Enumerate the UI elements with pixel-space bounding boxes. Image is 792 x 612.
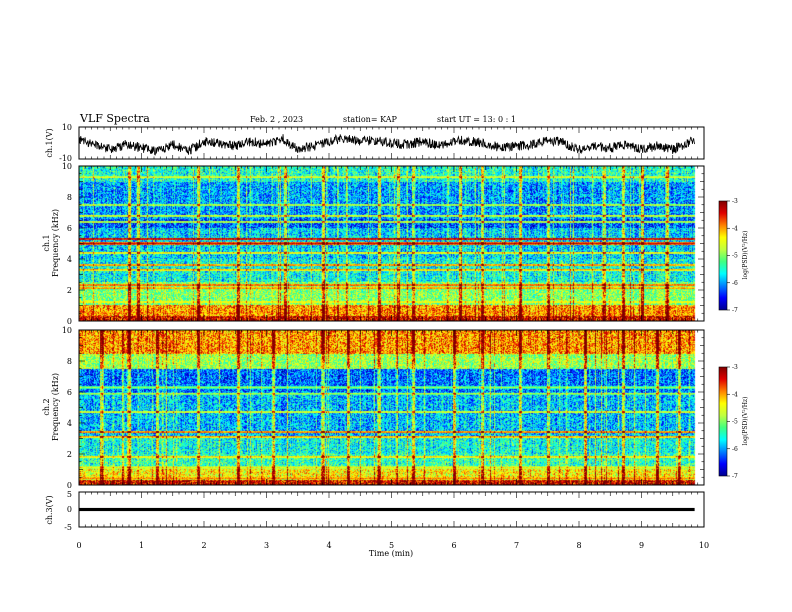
colorbar-tick-label: -5 xyxy=(732,253,738,260)
ch1-colorbar-ticks: -3 -4 -5 -6 -7 xyxy=(727,198,738,314)
colorbar-tick-label: -3 xyxy=(732,198,738,205)
freq-tick-label: 0 xyxy=(67,317,72,326)
freq-tick-label: 10 xyxy=(62,326,72,335)
freq-tick-label: 8 xyxy=(67,357,72,366)
ch2-colorbar-gradient xyxy=(719,367,727,476)
colorbar-tick-label: -3 xyxy=(732,364,738,371)
ch3-waveform-panel: 5 0 -5 ch.3(V) xyxy=(45,490,705,532)
colorbar-tick-label: -4 xyxy=(732,391,738,398)
freq-tick-label: 4 xyxy=(67,255,72,264)
ch3-ytick-top: 5 xyxy=(67,490,72,499)
colorbar-tick-label: -7 xyxy=(732,473,738,480)
time-tick-label: 6 xyxy=(451,541,456,550)
freq-tick-label: 2 xyxy=(67,286,72,295)
colorbar-tick-label: -6 xyxy=(732,280,738,287)
time-axis-ticks xyxy=(78,127,705,527)
ch2-spectrogram-image xyxy=(79,330,704,485)
time-tick-label: 3 xyxy=(264,541,269,550)
ch1-waveform-panel: 10 -10 ch.1(V) xyxy=(45,123,705,163)
ch1-waveform-line xyxy=(79,133,696,156)
ch1-colorbar-gradient xyxy=(719,201,727,310)
ch2-spectrogram-ylabel-line1: ch.2 xyxy=(42,398,51,415)
time-tick-label: 1 xyxy=(139,541,144,550)
time-axis-label: Time (min) xyxy=(369,549,413,558)
time-tick-label: 4 xyxy=(326,541,331,550)
time-tick-label: 5 xyxy=(389,541,394,550)
ch1-waveform-trace xyxy=(79,133,696,156)
ch1-spectrogram-ylabel-line2: Frequency (kHz) xyxy=(51,209,60,277)
ch1-spectrogram-image xyxy=(79,166,704,321)
ch1-frequency-ticks: 0 2 4 6 8 10 xyxy=(62,162,704,326)
ch1-colorbar: -3 -4 -5 -6 -7 log(PSD)(V²/Hz) xyxy=(718,198,749,314)
start-time-label: start UT = 13: 0 : 1 xyxy=(437,115,516,124)
time-tick-label: 9 xyxy=(639,541,644,550)
time-axis-tick-labels: 0 1 2 3 4 5 6 7 8 9 10 xyxy=(76,541,709,550)
freq-tick-label: 6 xyxy=(67,388,72,397)
ch3-ytick-bottom: -5 xyxy=(64,523,72,532)
ch2-colorbar-label: log(PSD)(V²/Hz) xyxy=(742,397,749,446)
ch3-ytick-middle: 0 xyxy=(67,505,72,514)
figure-title: VLF Spectra xyxy=(79,112,150,125)
ch2-colorbar-ticks: -3 -4 -5 -6 -7 xyxy=(727,364,738,480)
time-tick-label: 7 xyxy=(514,541,519,550)
colorbar-tick-label: -6 xyxy=(732,446,738,453)
ch2-spectrogram-ylabel-line2: Frequency (kHz) xyxy=(51,373,60,441)
ch1-colorbar-label: log(PSD)(V²/Hz) xyxy=(742,231,749,280)
time-tick-label: 10 xyxy=(699,541,709,550)
colorbar-tick-label: -7 xyxy=(732,307,738,314)
time-tick-label: 8 xyxy=(576,541,581,550)
colorbar-tick-label: -5 xyxy=(732,419,738,426)
date-label: Feb. 2 , 2023 xyxy=(250,115,303,124)
time-tick-label: 2 xyxy=(201,541,206,550)
freq-tick-label: 8 xyxy=(67,193,72,202)
ch1-ytick-top: 10 xyxy=(62,123,72,132)
ch2-spectrogram-panel: 0 2 4 6 8 10 ch.2 Frequency (kHz) xyxy=(42,326,705,490)
ch2-colorbar: -3 -4 -5 -6 -7 log(PSD)(V²/Hz) xyxy=(718,364,749,480)
freq-tick-label: 2 xyxy=(67,450,72,459)
ch1-spectrogram-ylabel-line1: ch.1 xyxy=(42,234,51,251)
freq-tick-label: 10 xyxy=(62,162,72,171)
ch2-frequency-ticks: 0 2 4 6 8 10 xyxy=(62,326,704,490)
ch3-waveform-trace xyxy=(79,507,695,512)
freq-tick-label: 0 xyxy=(67,481,72,490)
ch1-spectrogram-panel: 0 2 4 6 8 10 ch.1 Frequency (kHz) xyxy=(42,162,705,326)
time-tick-label: 0 xyxy=(76,541,81,550)
colorbar-tick-label: -4 xyxy=(732,225,738,232)
station-label: station= KAP xyxy=(343,115,398,124)
freq-tick-label: 6 xyxy=(67,224,72,233)
ch1-ytick-bottom: -10 xyxy=(59,154,72,163)
ch3-ylabel: ch.3(V) xyxy=(45,495,54,524)
ch1-ylabel: ch.1(V) xyxy=(45,128,54,157)
freq-tick-label: 4 xyxy=(67,419,72,428)
